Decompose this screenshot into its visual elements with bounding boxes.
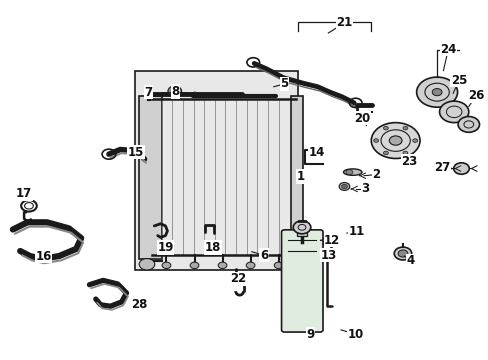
- Text: 23: 23: [400, 155, 417, 168]
- Circle shape: [402, 151, 407, 155]
- Circle shape: [453, 163, 468, 174]
- Bar: [290, 96, 303, 259]
- Circle shape: [383, 151, 387, 155]
- Text: 19: 19: [157, 241, 173, 254]
- Circle shape: [338, 183, 349, 190]
- Text: 3: 3: [361, 183, 369, 195]
- Bar: [135, 71, 298, 270]
- Text: 6: 6: [259, 249, 267, 262]
- Text: 14: 14: [308, 145, 324, 158]
- Circle shape: [412, 139, 417, 142]
- Circle shape: [388, 136, 401, 145]
- Text: 21: 21: [336, 17, 352, 30]
- Text: 20: 20: [354, 112, 370, 125]
- FancyBboxPatch shape: [281, 230, 323, 332]
- Circle shape: [345, 170, 352, 175]
- Circle shape: [190, 262, 199, 269]
- Text: 12: 12: [324, 234, 340, 247]
- Text: 8: 8: [171, 85, 179, 98]
- Circle shape: [139, 258, 155, 270]
- Text: 13: 13: [320, 249, 336, 262]
- Text: 1: 1: [296, 170, 304, 183]
- Bar: [297, 232, 306, 236]
- Text: 16: 16: [35, 249, 52, 262]
- Circle shape: [431, 89, 441, 96]
- Circle shape: [245, 262, 254, 269]
- Text: 15: 15: [128, 145, 144, 158]
- Circle shape: [167, 86, 181, 96]
- Circle shape: [439, 101, 468, 123]
- Circle shape: [402, 126, 407, 130]
- Circle shape: [416, 77, 457, 107]
- Circle shape: [370, 123, 419, 158]
- Text: 25: 25: [450, 74, 466, 87]
- Circle shape: [293, 221, 310, 234]
- Circle shape: [373, 139, 378, 142]
- Text: 18: 18: [204, 241, 221, 254]
- Text: 2: 2: [371, 168, 380, 181]
- Text: 4: 4: [406, 254, 413, 267]
- Text: 17: 17: [16, 187, 32, 200]
- Text: 5: 5: [280, 77, 288, 90]
- Circle shape: [218, 262, 226, 269]
- Circle shape: [341, 184, 346, 189]
- Text: 28: 28: [131, 298, 147, 311]
- Circle shape: [393, 247, 411, 260]
- Text: 11: 11: [348, 225, 364, 238]
- Text: 10: 10: [347, 328, 363, 341]
- Circle shape: [162, 262, 170, 269]
- Text: 9: 9: [305, 328, 314, 341]
- Ellipse shape: [343, 169, 361, 175]
- Text: 7: 7: [144, 86, 152, 99]
- Text: 26: 26: [467, 89, 483, 102]
- Circle shape: [457, 117, 479, 132]
- Text: 27: 27: [433, 161, 449, 174]
- Circle shape: [383, 126, 387, 130]
- Text: 22: 22: [230, 272, 246, 285]
- Circle shape: [397, 250, 407, 257]
- Circle shape: [274, 262, 283, 269]
- Text: 24: 24: [439, 42, 456, 55]
- Bar: [139, 96, 162, 259]
